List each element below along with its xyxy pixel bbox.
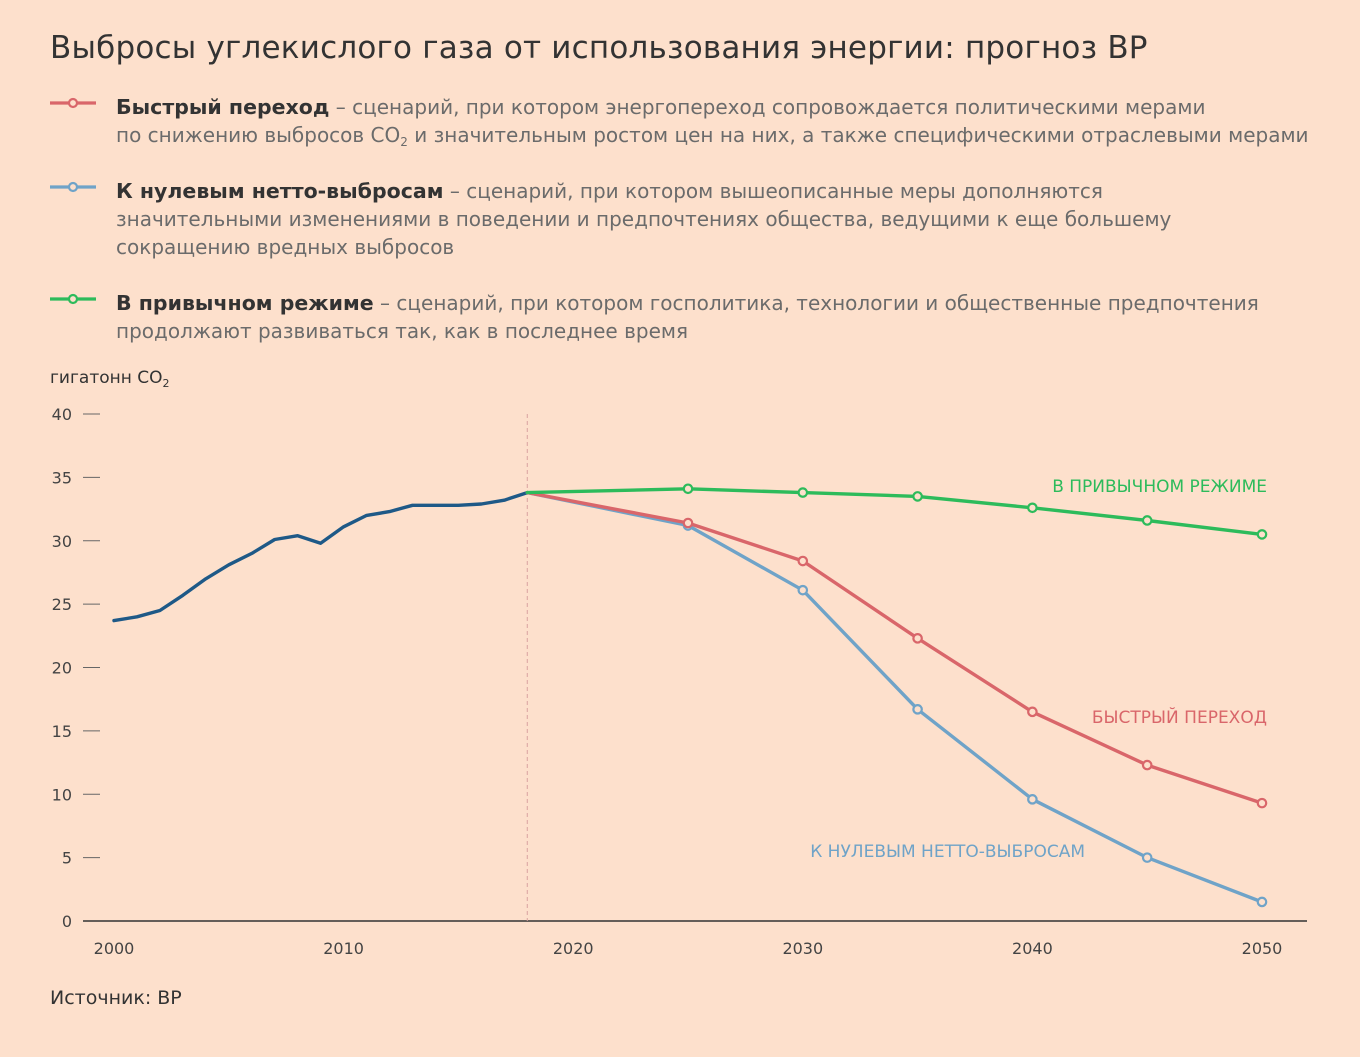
x-tick-label: 2010 <box>323 939 364 958</box>
series-line-netzero <box>525 490 1264 904</box>
x-tick-label: 2040 <box>1012 939 1053 958</box>
legend-text-rapid: Быстрый переход – сценарий, при котором … <box>116 93 1340 149</box>
data-point-bau <box>682 483 694 495</box>
data-point-netzero <box>1141 852 1153 863</box>
data-point-rapid <box>1141 759 1153 771</box>
series-lines <box>112 483 1268 908</box>
data-point-bau <box>1141 515 1153 526</box>
data-point-netzero <box>1256 896 1268 908</box>
series-label-bau: В ПРИВЫЧНОМ РЕЖИМЕ <box>1052 477 1267 497</box>
data-point-rapid <box>1256 797 1268 809</box>
legend-desc-rapid-2b: и значительным ростом цен на них, а такж… <box>407 123 1309 147</box>
data-point-bau <box>912 491 923 502</box>
y-tick-label: 0 <box>62 912 72 931</box>
legend-desc-netzero-2: значительными изменениями в поведении и … <box>116 207 1172 231</box>
y-tick-label: 10 <box>52 785 72 804</box>
y-tick-label: 20 <box>52 659 72 678</box>
legend-marker-netzero <box>50 181 96 193</box>
y-axis: 0 5 10 15 20 25 30 35 40 <box>52 405 100 931</box>
data-point-bau <box>1256 529 1268 540</box>
data-point-netzero <box>912 704 923 715</box>
y-axis-label-sub: 2 <box>162 377 170 390</box>
legend-name-netzero: К нулевым нетто-выбросам <box>116 179 444 203</box>
page-title: Выбросы углекислого газа от использовани… <box>50 30 1148 66</box>
data-point-rapid <box>682 517 694 529</box>
series-line-rapid <box>525 490 1264 805</box>
y-axis-label-text: гигатонн CO <box>50 368 163 388</box>
series-label-rapid: БЫСТРЫЙ ПЕРЕХОД <box>1092 706 1267 728</box>
data-point-rapid <box>797 555 809 567</box>
data-point-netzero <box>1027 794 1038 805</box>
data-point-rapid <box>912 633 923 644</box>
legend-name-bau: В привычном режиме <box>116 291 374 315</box>
x-tick-label: 2000 <box>94 939 135 958</box>
data-point-rapid <box>1027 706 1038 718</box>
series-labels: В ПРИВЫЧНОМ РЕЖИМЕ БЫСТРЫЙ ПЕРЕХОД К НУЛЕВ… <box>810 477 1267 862</box>
data-point-bau <box>1027 502 1038 514</box>
y-tick-label: 40 <box>52 405 72 424</box>
legend-desc-rapid-2a: по снижению выбросов CO <box>116 123 401 147</box>
series-line-historical <box>112 490 529 623</box>
source-note: Источник: BP <box>50 987 182 1009</box>
x-tick-label: 2030 <box>782 939 823 958</box>
y-tick-label: 35 <box>52 468 72 487</box>
legend-desc-bau-2: продолжают развиваться так, как в послед… <box>116 319 689 343</box>
data-point-netzero <box>797 584 809 596</box>
legend-text-netzero: К нулевым нетто-выбросам – сценарий, при… <box>116 177 1340 261</box>
x-tick-label: 2050 <box>1242 939 1283 958</box>
y-axis-label: гигатонн CO2 <box>50 368 170 390</box>
y-tick-label: 25 <box>52 595 72 614</box>
data-point-bau <box>797 487 809 498</box>
x-axis: 2000 2010 2020 2030 2040 2050 <box>83 920 1307 958</box>
legend-desc-rapid-sub: 2 <box>400 135 408 149</box>
legend-marker-bau <box>50 293 96 305</box>
x-tick-label: 2020 <box>553 939 594 958</box>
y-tick-label: 5 <box>62 849 72 868</box>
legend-text-bau: В привычном режиме – сценарий, при котор… <box>116 289 1340 345</box>
series-label-netzero: К НУЛЕВЫМ НЕТТО-ВЫБРОСАМ <box>810 842 1085 862</box>
legend-desc-netzero-1: – сценарий, при котором вышеописанные ме… <box>443 179 1103 203</box>
emissions-chart: 0 5 10 15 20 25 30 35 40 2000 2010 2020 2030 2040 205… <box>52 405 1307 958</box>
y-tick-label: 15 <box>52 722 72 741</box>
legend-name-rapid: Быстрый переход <box>116 95 330 119</box>
legend-desc-rapid-1: – сценарий, при котором энергопереход со… <box>329 95 1206 119</box>
legend-desc-netzero-3: сокращению вредных выбросов <box>116 235 455 259</box>
legend-marker-rapid <box>50 97 96 109</box>
legend-desc-bau-1: – сценарий, при котором госполитика, тех… <box>373 291 1259 315</box>
y-tick-label: 30 <box>52 532 72 551</box>
